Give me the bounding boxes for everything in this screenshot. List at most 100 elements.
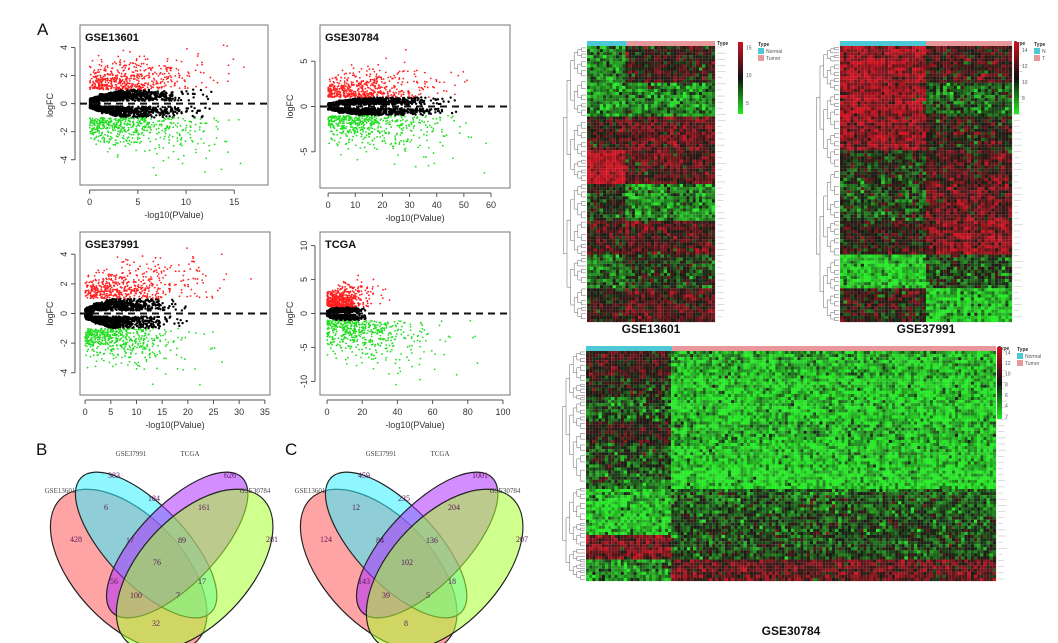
point-down [184,129,187,132]
point-up [400,83,403,86]
point-down [392,147,395,150]
point-down [353,132,356,135]
point-up [341,69,344,72]
point-up [134,63,137,65]
point-nonsig [161,105,164,109]
point-down [390,126,393,128]
point-down [393,115,396,118]
point-down [358,126,361,129]
point-up [157,75,160,77]
point-down [179,134,181,137]
point-up [121,86,124,89]
point-down [125,139,127,142]
point-up [110,70,113,73]
point-nonsig [404,110,407,113]
point-down [101,137,104,140]
point-down [397,154,399,157]
point-down [333,139,336,142]
point-down [379,136,382,138]
point-nonsig [139,96,143,100]
point-up [173,84,176,86]
point-nonsig [441,97,444,101]
point-up [132,83,135,86]
point-down [336,133,339,136]
point-nonsig [442,100,445,103]
point-up [329,87,332,90]
point-nonsig [397,97,400,101]
point-nonsig [383,101,387,105]
point-up [343,73,346,76]
point-up [352,72,355,75]
point-up [111,77,114,79]
point-down [371,139,374,142]
point-down [97,126,100,129]
point-nonsig [388,100,391,104]
point-nonsig [365,101,368,104]
point-down [447,114,449,117]
point-down [109,135,112,138]
point-down [360,128,362,131]
point-up [418,93,420,96]
point-up [139,73,142,76]
point-down [145,123,148,126]
point-nonsig [169,97,172,101]
point-nonsig [169,105,172,109]
point-nonsig [423,109,427,113]
x-tick-label: 40 [432,200,442,210]
point-up [133,74,136,77]
point-down [370,118,373,120]
point-down [122,140,125,143]
point-nonsig [160,109,163,112]
point-up [141,77,144,80]
point-up [443,81,446,84]
x-tick-label: 0 [87,197,92,207]
point-up [125,80,128,83]
point-up [123,60,126,63]
point-down [400,123,402,125]
x-tick-label: 0 [326,200,331,210]
point-down [95,118,97,120]
point-up [145,82,147,85]
point-nonsig [133,93,137,97]
point-down [113,122,115,125]
point-up [366,94,369,97]
point-down [199,118,202,121]
point-nonsig [97,109,100,113]
point-up [403,61,406,64]
point-up [360,87,363,90]
point-up [368,75,371,78]
point-down [111,124,113,127]
point-up [361,86,364,88]
point-down [338,115,341,118]
point-down [432,117,434,120]
point-up [352,67,355,70]
point-down [331,138,334,141]
point-up [412,80,415,83]
point-down [340,125,343,128]
point-down [410,123,413,125]
point-up [338,82,341,85]
point-down [426,139,428,142]
point-down [132,122,135,124]
point-up [360,96,363,99]
point-down [330,115,333,117]
point-nonsig [369,101,372,104]
point-nonsig [118,110,121,114]
point-nonsig [358,97,361,100]
point-up [186,87,189,89]
point-nonsig [185,107,188,110]
point-up [343,80,346,82]
point-down [155,138,157,141]
point-up [142,62,145,65]
point-up [91,83,94,86]
point-up [375,75,378,78]
point-down [361,117,364,120]
point-nonsig [138,99,141,102]
point-up [97,79,100,82]
point-up [166,60,169,62]
point-nonsig [164,108,167,112]
point-up [358,92,361,95]
point-down [133,141,135,144]
point-down [114,129,116,131]
point-up [360,95,363,97]
